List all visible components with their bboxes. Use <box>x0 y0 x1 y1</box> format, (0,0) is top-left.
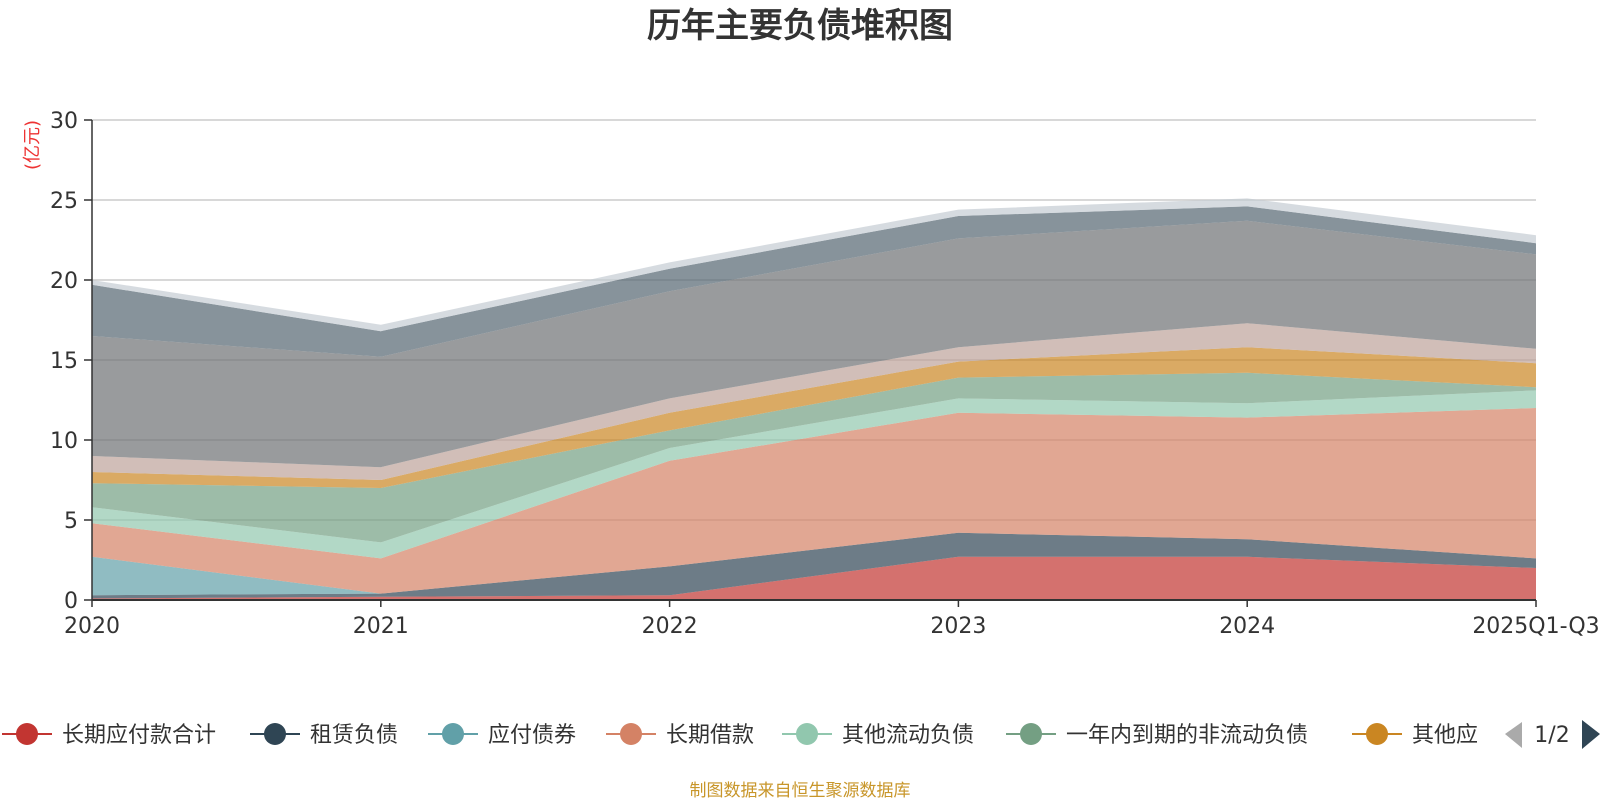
legend-item[interactable]: 其他应 <box>1352 723 1478 748</box>
legend-marker <box>264 723 286 745</box>
area-series-9 <box>92 206 1536 357</box>
legend-item[interactable]: 长期应付款合计 <box>2 723 216 748</box>
area-series-4 <box>92 390 1536 559</box>
legend-item[interactable]: 其他流动负债 <box>782 723 974 748</box>
legend-label: 长期应付款合计 <box>62 723 216 748</box>
area-series-0 <box>92 556 1536 600</box>
legend-marker <box>16 723 38 745</box>
legend-marker <box>1366 723 1388 745</box>
y-tick-label: 0 <box>64 589 78 614</box>
legend-marker <box>442 723 464 745</box>
legend-page-indicator: 1/2 <box>1534 723 1569 748</box>
x-tick-label: 2021 <box>353 614 409 639</box>
legend-marker <box>1020 723 1042 745</box>
legend-label: 应付债券 <box>488 723 576 748</box>
legend-item[interactable]: 一年内到期的非流动负债 <box>1006 723 1308 748</box>
legend-marker <box>796 723 818 745</box>
legend-label: 一年内到期的非流动负债 <box>1066 723 1308 748</box>
axes: 0 5 10 15 20 25 30 2020 2021 2022 2023 2024 2025Q1-Q… <box>50 109 1600 639</box>
area-series-2 <box>92 532 1536 596</box>
y-tick-label: 20 <box>50 269 78 294</box>
x-tick-label: 2020 <box>64 614 120 639</box>
legend-marker <box>620 723 642 745</box>
y-axis-unit-label: (亿元) <box>22 120 43 170</box>
x-tick-label: 2023 <box>930 614 986 639</box>
legend-label: 租赁负债 <box>310 723 398 748</box>
area-series-5 <box>92 372 1536 543</box>
area-series-1 <box>92 532 1536 599</box>
legend-label: 长期借款 <box>666 723 754 748</box>
area-series-group <box>92 198 1536 600</box>
legend-next-arrow-icon[interactable] <box>1582 720 1600 749</box>
legend-label: 其他应 <box>1412 723 1478 748</box>
area-series-7 <box>92 323 1536 480</box>
x-tick-label: 2024 <box>1219 614 1275 639</box>
source-note: 制图数据来自恒生聚源数据库 <box>690 781 911 800</box>
area-series-6 <box>92 347 1536 488</box>
y-tick-label: 25 <box>50 189 78 214</box>
area-series-8 <box>92 220 1536 468</box>
y-tick-label: 10 <box>50 429 78 454</box>
legend-prev-arrow-icon[interactable] <box>1505 722 1522 748</box>
legend-item[interactable]: 长期借款 <box>606 723 754 748</box>
x-tick-label: 2025Q1-Q3 <box>1472 614 1599 639</box>
y-tick-label: 30 <box>50 109 78 134</box>
legend: 长期应付款合计 租赁负债 应付债券 长期借款 其他流动负债 一年内到期的非流动负债 其他应 1… <box>2 720 1600 749</box>
y-tick-label: 15 <box>50 349 78 374</box>
chart-title: 历年主要负债堆积图 <box>647 6 953 46</box>
legend-items: 长期应付款合计 租赁负债 应付债券 长期借款 其他流动负债 一年内到期的非流动负债 其他应 <box>2 723 1478 748</box>
x-tick-label: 2022 <box>642 614 698 639</box>
legend-item[interactable]: 租赁负债 <box>250 723 398 748</box>
area-series-3 <box>92 408 1536 594</box>
y-tick-label: 5 <box>64 509 78 534</box>
legend-label: 其他流动负债 <box>842 723 974 748</box>
legend-item[interactable]: 应付债券 <box>428 723 576 748</box>
